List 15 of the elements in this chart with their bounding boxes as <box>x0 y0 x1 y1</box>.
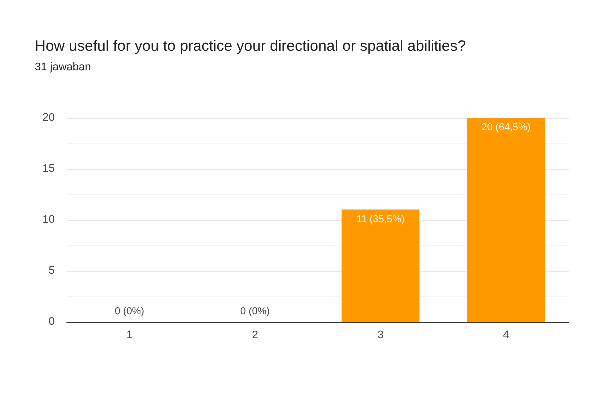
y-tick-label: 0 <box>48 316 55 328</box>
y-tick-label: 5 <box>48 265 55 277</box>
x-tick-label: 3 <box>378 330 384 342</box>
data-label: 0 (0%) <box>240 306 270 318</box>
x-tick-label: 4 <box>503 330 510 342</box>
y-tick-label: 20 <box>42 112 55 124</box>
x-tick-label: 1 <box>126 330 133 342</box>
data-label: 11 (35,5%) <box>356 214 405 226</box>
data-label: 20 (64,5%) <box>482 122 531 134</box>
chart-title: How useful for you to practice your directional or spatial abilities? <box>35 38 466 55</box>
y-tick-label: 15 <box>42 163 55 175</box>
chart-subtitle: 31 jawaban <box>35 62 92 74</box>
y-tick-label: 10 <box>42 214 55 226</box>
data-label: 0 (0%) <box>115 306 144 318</box>
x-tick-label: 2 <box>252 330 258 342</box>
